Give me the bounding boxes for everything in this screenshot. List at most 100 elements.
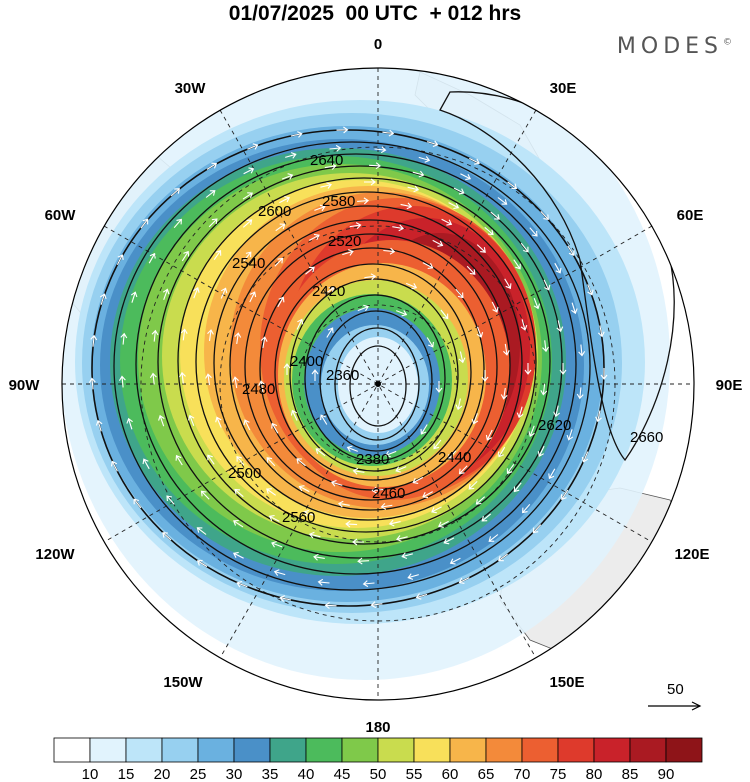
wind-vector-arrow-icon	[540, 211, 549, 221]
wind-vector-arrow-icon	[90, 334, 98, 347]
wind-vector-arrow-icon	[233, 519, 244, 528]
wind-vector-arrow-icon	[329, 144, 342, 152]
wind-vector-arrow-icon	[275, 223, 286, 232]
contour-label: 2460	[372, 485, 405, 502]
wind-vector-arrow-icon	[600, 368, 608, 380]
wind-vector-arrow-icon	[266, 488, 277, 496]
wind-vector-arrow-icon	[220, 287, 228, 299]
wind-vector-arrow-icon	[324, 163, 337, 170]
wind-vector-arrow-icon	[385, 450, 397, 458]
wind-vector-arrow-icon	[320, 414, 328, 425]
wind-vector-arrow-icon	[484, 226, 494, 236]
wind-vector-arrow-icon	[476, 244, 486, 253]
wind-vector-arrow-icon	[597, 325, 605, 338]
brand-logo: MODES©	[616, 34, 732, 59]
wind-vector-arrow-icon	[369, 162, 382, 170]
wind-vector-arrow-icon	[395, 466, 407, 473]
wind-vector-arrow-icon	[490, 211, 500, 220]
wind-vector-arrow-icon	[298, 485, 310, 493]
colorbar-tick-label: 75	[550, 766, 567, 782]
colorbar-swatch	[665, 737, 703, 763]
wind-vector-arrow-icon	[120, 332, 128, 345]
wind-vector-arrow-icon	[433, 439, 442, 450]
wind-vector-arrow-icon	[196, 527, 207, 535]
wind-vector-arrow-icon	[435, 381, 443, 393]
colorbar-swatch	[233, 737, 271, 763]
wind-vector-arrow-icon	[559, 363, 567, 375]
wind-vector-arrow-icon	[232, 376, 239, 389]
wind-vector-arrow-icon	[166, 495, 175, 505]
wind-vector-arrow-icon	[200, 490, 210, 500]
wind-vector-arrow-icon	[576, 387, 584, 400]
wind-vector-arrow-icon	[330, 479, 343, 487]
wind-vector-arrow-icon	[396, 535, 408, 542]
wind-vector-arrow-icon	[520, 319, 528, 331]
wind-vector-arrow-icon	[279, 196, 291, 204]
longitude-label: 180	[365, 719, 390, 736]
colorbar-swatch	[629, 737, 667, 763]
longitude-label: 30W	[175, 80, 207, 97]
wind-vector-arrow-icon	[258, 380, 266, 393]
wind-vectors	[88, 126, 608, 609]
wind-vector-arrow-icon	[234, 332, 242, 344]
wind-vector-arrow-icon	[554, 262, 562, 274]
wind-vector-arrow-icon	[587, 284, 594, 296]
wind-vector-arrow-icon	[243, 167, 255, 175]
wind-vector-arrow-icon	[118, 375, 126, 388]
map-title: 01/07/2025 00 UTC + 012 hrs	[228, 2, 522, 25]
wind-vector-arrow-icon	[513, 259, 521, 270]
wind-vector-arrow-icon	[476, 326, 484, 338]
wind-vector-arrow-icon	[236, 580, 248, 588]
contour-label: 2380	[356, 451, 389, 468]
wind-vector-arrow-icon	[418, 156, 431, 163]
contour-label: 2400	[290, 353, 323, 370]
wind-vector-arrow-icon	[142, 458, 150, 470]
wind-vector-arrow-icon	[528, 425, 535, 437]
wind-vector-arrow-icon	[309, 233, 320, 241]
wind-vector-arrow-icon	[440, 309, 449, 320]
wind-vector-arrow-icon	[130, 291, 138, 303]
wind-vector-arrow-icon	[357, 557, 370, 565]
longitude-label: 90E	[716, 377, 743, 394]
contour-label: 2660	[630, 429, 663, 446]
contour-label: 2560	[282, 509, 315, 526]
wind-vector-arrow-icon	[481, 370, 489, 382]
wind-vector-arrow-icon	[420, 424, 428, 435]
wind-vector-arrow-icon	[468, 481, 478, 490]
longitude-label: 60W	[45, 207, 77, 224]
colorbar-swatch	[521, 737, 559, 763]
wind-vector-arrow-icon	[556, 320, 564, 333]
wind-vector-arrow-icon	[281, 173, 294, 180]
contour-label: 2620	[538, 417, 571, 434]
colorbar-tick-label: 30	[226, 766, 243, 782]
wind-vector-arrow-icon	[236, 455, 245, 466]
longitude-label: 30E	[550, 80, 577, 97]
wind-vector-arrow-icon	[357, 304, 369, 312]
wind-vector-arrow-icon	[481, 513, 492, 522]
wind-vector-arrow-icon	[206, 162, 218, 170]
wind-vector-arrow-icon	[401, 552, 413, 560]
wind-vector-arrow-icon	[326, 327, 334, 338]
wind-vector-arrow-icon	[181, 250, 190, 262]
wind-vector-arrow-icon	[232, 551, 244, 559]
map-border	[61, 67, 695, 701]
wind-vector-arrow-icon	[412, 170, 425, 178]
colorbar-tick-label: 25	[190, 766, 207, 782]
wind-vector-arrow-icon	[296, 458, 306, 467]
contour-label: 2480	[242, 381, 275, 398]
wind-vector-arrow-icon	[362, 580, 375, 588]
wind-vector-arrow-icon	[110, 460, 118, 472]
wind-vector-arrow-icon	[116, 254, 124, 265]
wind-vector-arrow-icon	[215, 416, 222, 428]
wind-vector-arrow-icon	[162, 532, 172, 541]
wind-vector-arrow-icon	[336, 126, 349, 134]
colorbar-swatch	[377, 737, 415, 763]
wind-vector-arrow-icon	[560, 489, 569, 501]
wind-vector-arrow-icon	[370, 601, 383, 609]
colorbar-swatch	[485, 737, 523, 763]
wind-vector-arrow-icon	[529, 227, 538, 237]
wind-vector-arrow-icon	[260, 336, 268, 349]
wind-vector-arrow-icon	[273, 569, 286, 576]
colorbar-swatch	[125, 737, 163, 763]
